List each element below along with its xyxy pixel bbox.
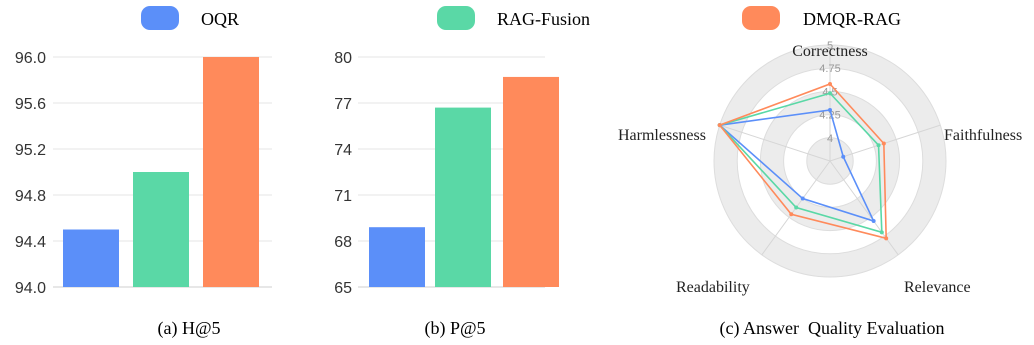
radar-point	[884, 236, 889, 241]
bar-oqr	[369, 227, 425, 287]
y-tick-label: 94.0	[15, 280, 46, 297]
radar-point	[879, 230, 884, 235]
radar-axis-label-harmlessness: Harmlessness	[618, 127, 706, 144]
radar-point	[828, 107, 832, 112]
legend-swatch-rag-fusion	[437, 6, 475, 30]
y-tick-label: 74	[334, 142, 352, 159]
radar-series-rag-fusion	[718, 92, 883, 234]
radar-chart-answer-quality: 44.254.54.755CorrectnessFaithfulnessRele…	[618, 40, 1022, 296]
radar-point	[871, 219, 876, 224]
legend-swatch-dmqr-rag	[742, 6, 780, 30]
radar-axis-label-relevance: Relevance	[904, 279, 971, 296]
radar-point	[828, 81, 832, 86]
caption-b: (b) P@5	[424, 318, 485, 339]
radar-axis-label-faithfulness: Faithfulness	[944, 127, 1022, 144]
y-tick-label: 96.0	[15, 50, 46, 67]
radar-axis-label-correctness: Correctness	[792, 43, 868, 60]
y-tick-label: 77	[334, 96, 352, 113]
radar-series-oqr	[717, 109, 876, 223]
bar-rag-fusion	[435, 107, 491, 287]
radar-point	[881, 141, 886, 146]
y-tick-label: 71	[334, 188, 352, 205]
radar-tick-label: 4.25	[819, 110, 840, 122]
radar-axis-label-readability: Readability	[676, 279, 750, 296]
caption-a: (a) H@5	[157, 318, 220, 339]
y-tick-label: 94.4	[15, 234, 46, 251]
caption-c: (c) Answer Quality Evaluation	[720, 318, 945, 339]
radar-series-dmqr-rag	[718, 83, 888, 240]
legend-label-rag-fusion: RAG-Fusion	[497, 9, 590, 29]
radar-point	[876, 143, 881, 148]
legend-label-dmqr-rag: DMQR-RAG	[803, 9, 901, 29]
legend-label-oqr: OQR	[201, 9, 239, 29]
bar-oqr	[63, 229, 119, 287]
bar-dmqr-rag	[203, 57, 259, 287]
radar-point	[800, 196, 805, 201]
legend: OQR RAG-Fusion DMQR-RAG	[141, 6, 901, 30]
y-tick-label: 95.2	[15, 142, 46, 159]
radar-tick-label: 4	[827, 133, 833, 145]
y-tick-label: 68	[334, 234, 352, 251]
radar-point	[794, 205, 799, 210]
y-tick-label: 80	[334, 50, 352, 67]
radar-spoke	[719, 124, 831, 162]
y-tick-label: 94.8	[15, 188, 46, 205]
bar-dmqr-rag	[503, 76, 559, 287]
bar-chart-p-at-5: 65 68 71 74 77 80	[334, 50, 559, 297]
y-tick-label: 95.6	[15, 96, 46, 113]
bar-rag-fusion	[133, 172, 189, 287]
y-tick-label: 65	[334, 280, 352, 297]
legend-swatch-oqr	[141, 6, 179, 30]
radar-point	[828, 91, 832, 96]
radar-point	[841, 154, 846, 159]
radar-tick-label: 5	[827, 40, 833, 52]
bar-chart-h-at-5: 94.0 94.4 94.8 95.2 95.6 96.0	[15, 50, 272, 297]
radar-tick-label: 4.75	[819, 63, 840, 75]
radar-point	[717, 123, 722, 128]
radar-point	[789, 212, 794, 217]
